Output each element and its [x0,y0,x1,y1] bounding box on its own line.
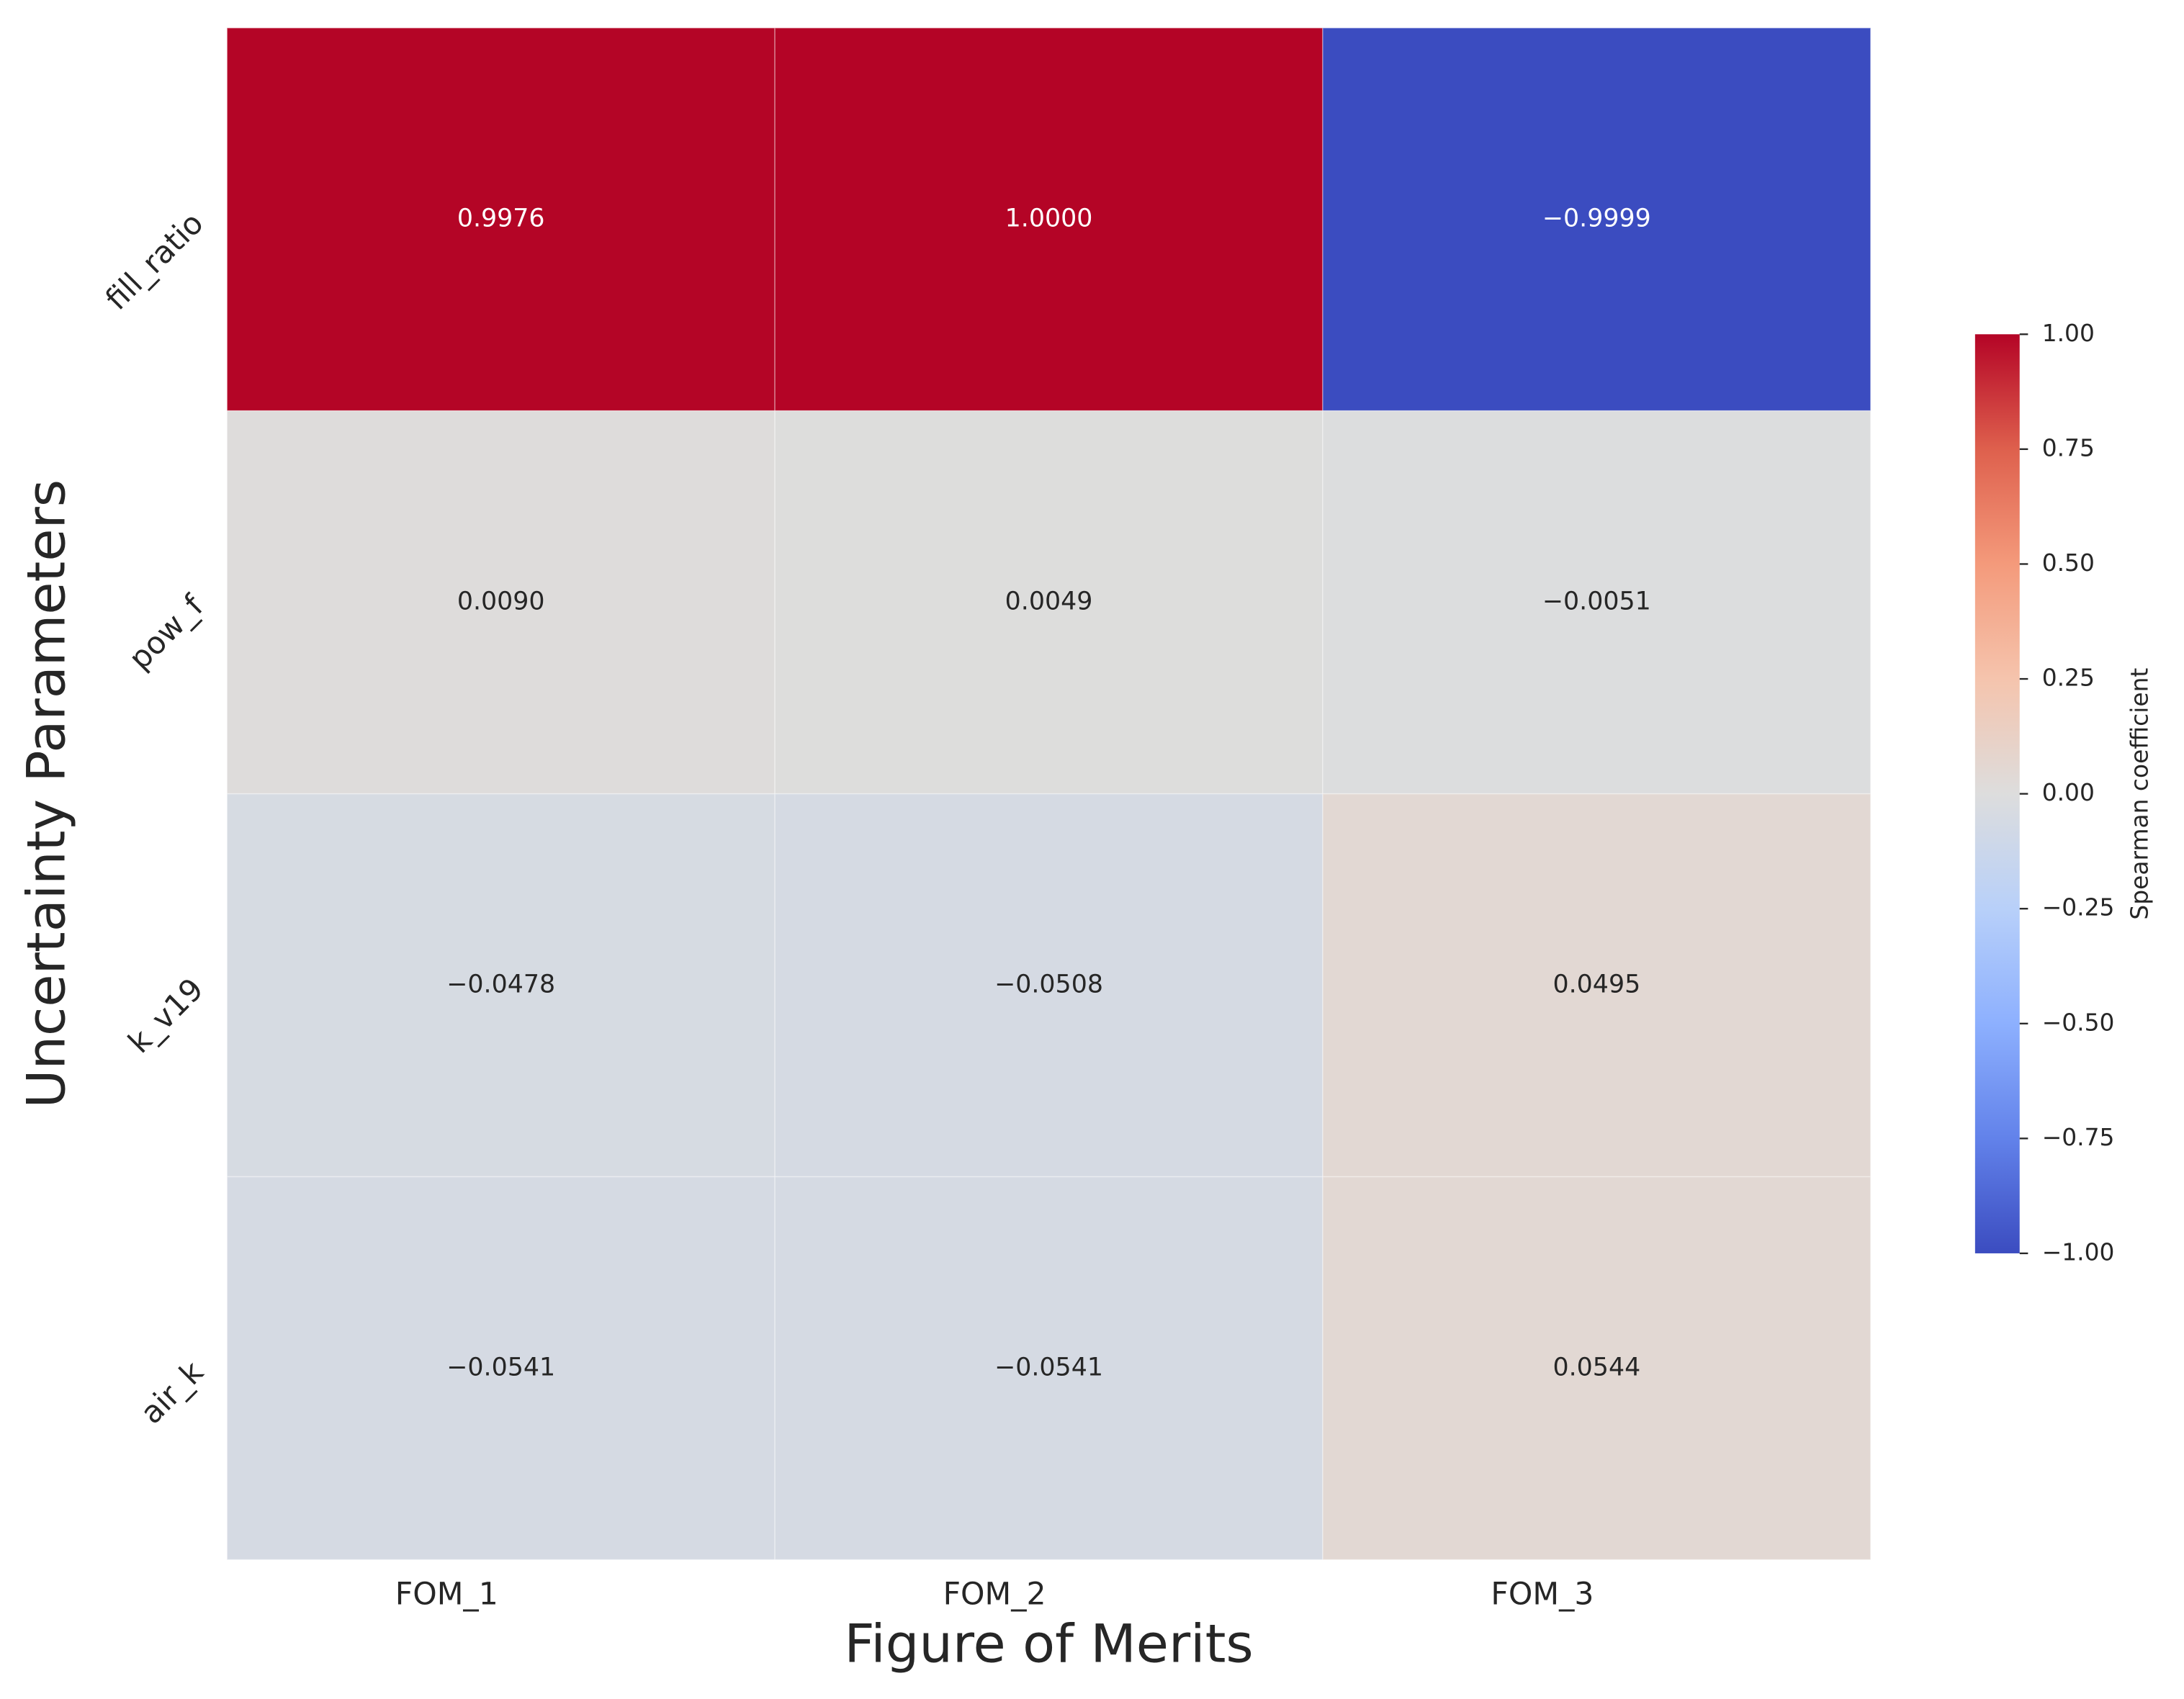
heatmap-cell [226,410,776,795]
cell-label: 0.9976 [457,204,545,233]
heatmap-cell [774,410,1324,795]
cell-label: −0.9999 [1542,204,1651,233]
cell-label: −0.0541 [994,1353,1103,1382]
colorbar-tick-label: 0.50 [2042,549,2095,577]
cell-label: −0.0508 [994,970,1103,999]
heatmap-cell [226,1176,776,1561]
cell-label: −0.0478 [446,970,555,999]
cell-label: −0.0051 [1542,587,1651,616]
cell-label: 0.0544 [1552,1353,1640,1382]
colorbar-tick-label: 1.00 [2042,319,2095,347]
colorbar-tick-label: −0.50 [2042,1008,2115,1036]
y-tick-label: air_k [134,1355,211,1432]
cell-label: 1.0000 [1005,204,1093,233]
cell-label: −0.0541 [446,1353,555,1382]
cell-label: 0.0049 [1005,587,1093,616]
heatmap-cell [1322,27,1871,412]
y-tick-label: pow_f [122,588,211,677]
colorbar-tick-label: 0.00 [2042,778,2095,806]
heatmap-cell [774,793,1324,1178]
y-tick-label: fill_ratio [99,206,211,317]
y-tick-label: k_v19 [122,972,210,1060]
colorbar-tick-label: −1.00 [2042,1238,2115,1266]
colorbar-tick-label: −0.75 [2042,1123,2115,1151]
colorbar-tick-label: 0.75 [2042,433,2095,461]
colorbar-tick-label: −0.25 [2042,893,2115,921]
colorbar-label: Spearman coefficient [2126,668,2154,920]
cell-label: 0.0495 [1552,970,1640,999]
cell-label: 0.0090 [457,587,545,616]
x-tick-label: FOM_3 [1491,1577,1594,1612]
heatmap-cell [1322,1176,1871,1561]
colorbar [1974,334,2020,1253]
x-tick-label: FOM_1 [395,1577,498,1612]
heatmap-cell [226,793,776,1178]
heatmap-cell [226,27,776,412]
x-tick-label: FOM_2 [943,1577,1046,1612]
heatmap-cell [1322,410,1871,795]
x-axis-label: Figure of Merits [844,1613,1253,1675]
colorbar-tick-label: 0.25 [2042,664,2095,692]
heatmap-cell [774,27,1324,412]
y-axis-label: Uncertainty Parameters [17,479,78,1108]
